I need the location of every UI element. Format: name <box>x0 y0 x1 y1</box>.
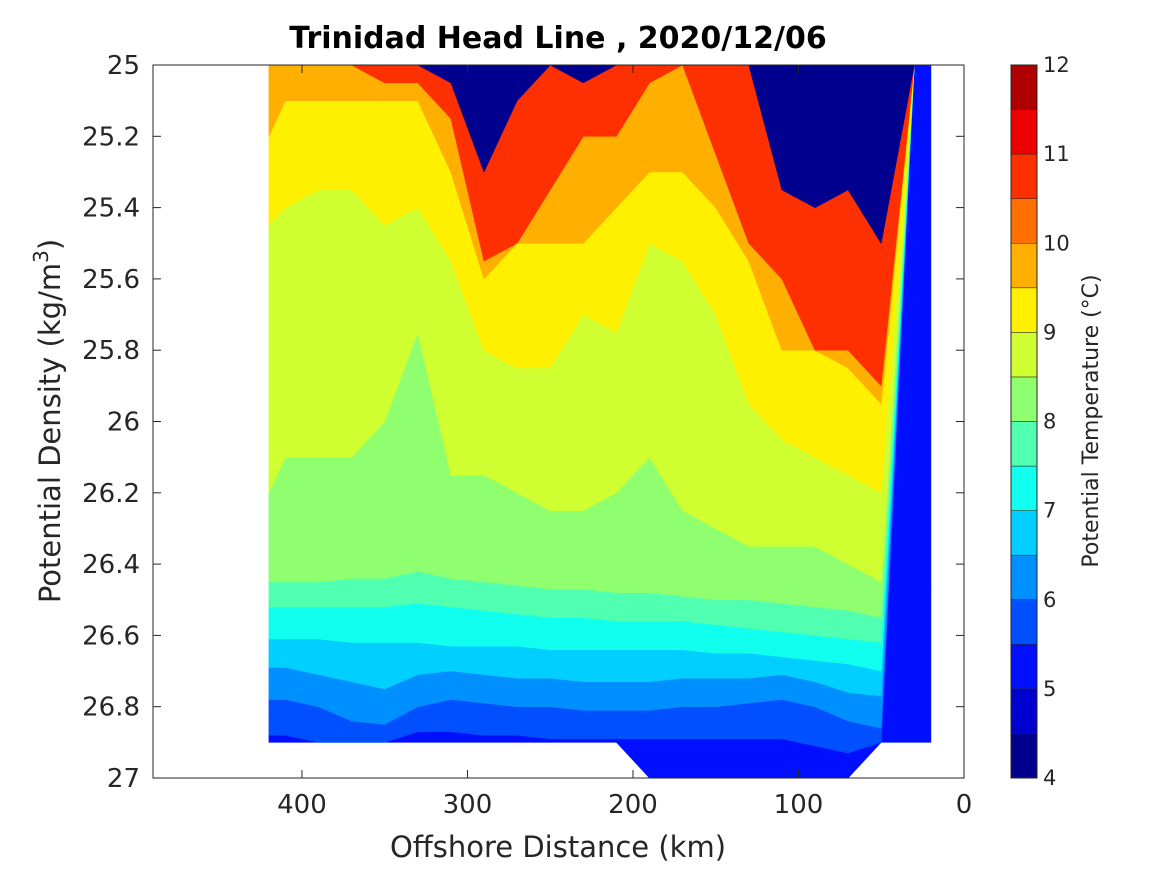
colorbar-tick-label: 6 <box>1043 588 1056 612</box>
colorbar-swatch <box>1010 554 1038 600</box>
y-tick-label: 26.8 <box>82 693 140 723</box>
y-tick-label: 26 <box>107 408 140 438</box>
chart-title: Trinidad Head Line , 2020/12/06 <box>289 21 826 56</box>
colorbar-tick-label: 12 <box>1043 53 1070 77</box>
colorbar-swatch <box>1010 153 1038 199</box>
x-tick-label: 100 <box>774 790 824 820</box>
colorbar-swatch <box>1010 644 1038 690</box>
colorbar-tick-label: 7 <box>1043 499 1056 523</box>
colorbar-swatch <box>1010 421 1038 467</box>
colorbar-swatch <box>1010 599 1038 645</box>
plot-area <box>268 65 932 778</box>
y-tick-label: 25.2 <box>82 122 140 152</box>
y-axis-title-main: Potential Density (kg/m <box>33 263 67 603</box>
colorbar-tick-label: 10 <box>1043 231 1070 255</box>
y-tick-label: 25.4 <box>82 194 140 224</box>
y-axis-title-superscript: 3 <box>29 250 53 263</box>
x-axis: 400 300 200 100 0 <box>277 65 972 820</box>
colorbar-swatch <box>1010 332 1038 378</box>
colorbar-tick-label: 8 <box>1043 410 1056 434</box>
colorbar-frame <box>1010 64 1038 779</box>
x-tick-label: 400 <box>277 790 327 820</box>
contour-band <box>268 65 931 245</box>
colorbar-swatch <box>1010 688 1038 734</box>
y-tick-label: 26.2 <box>82 479 140 509</box>
x-tick-label: 200 <box>608 790 658 820</box>
colorbar-swatch <box>1010 510 1038 556</box>
y-axis-title-suffix: ) <box>33 239 67 250</box>
y-tick-label: 27 <box>107 764 140 794</box>
y-axis-title: Potential Density (kg/m3) <box>29 239 67 603</box>
x-tick-label: 0 <box>956 790 973 820</box>
colorbar-title: Potential Temperature (°C) <box>1079 274 1104 567</box>
x-axis-title: Offshore Distance (km) <box>390 830 726 864</box>
colorbar <box>1010 64 1038 779</box>
y-tick-label: 26.4 <box>82 550 140 580</box>
y-axis: 25 25.2 25.4 25.6 25.8 26 26.2 26.4 26.6 26.8 27 <box>82 51 964 794</box>
colorbar-ticks: 12 11 10 9 8 7 6 5 4 <box>1043 53 1070 790</box>
colorbar-swatch <box>1010 64 1038 110</box>
y-tick-label: 25 <box>107 51 140 81</box>
colorbar-tick-label: 4 <box>1043 766 1056 790</box>
colorbar-tick-label: 11 <box>1043 142 1070 166</box>
colorbar-swatch <box>1010 287 1038 333</box>
colorbar-swatch <box>1010 198 1038 244</box>
colorbar-swatch <box>1010 376 1038 422</box>
y-tick-label: 25.6 <box>82 265 140 295</box>
colorbar-swatch <box>1010 243 1038 289</box>
y-tick-label: 26.6 <box>82 621 140 651</box>
x-tick-label: 300 <box>443 790 493 820</box>
y-tick-label: 25.8 <box>82 336 140 366</box>
colorbar-tick-label: 5 <box>1043 677 1056 701</box>
colorbar-swatch <box>1010 109 1038 155</box>
colorbar-swatch <box>1010 733 1038 779</box>
colorbar-tick-label: 9 <box>1043 320 1056 344</box>
colorbar-swatch <box>1010 465 1038 511</box>
